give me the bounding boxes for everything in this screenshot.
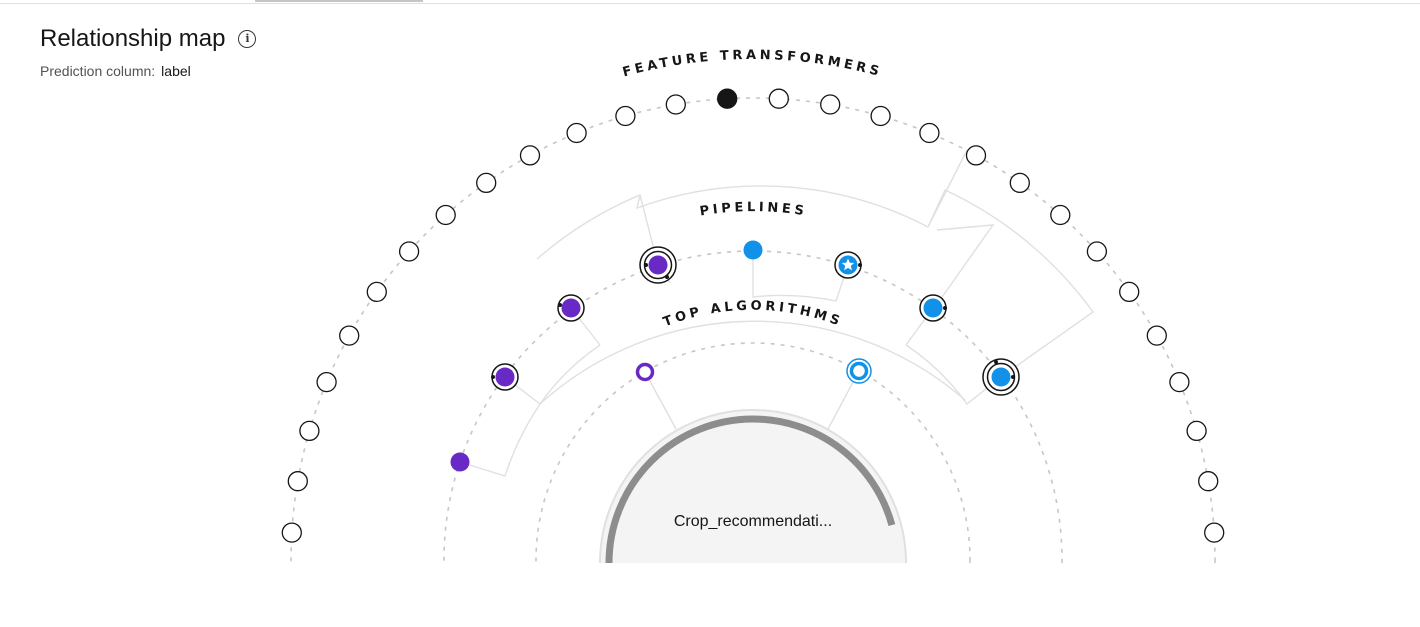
pipeline-nodes (450, 240, 1020, 472)
ring-top-algorithms (535, 342, 971, 563)
feature-transformer-node[interactable] (339, 325, 360, 346)
feature-transformer-node[interactable] (281, 522, 302, 543)
prediction-column: Prediction column: label (40, 63, 256, 79)
link-line (927, 189, 1094, 378)
pipeline-node-selected[interactable] (982, 358, 1020, 396)
handle-dot-icon (644, 263, 648, 267)
feature-transformer-node[interactable] (398, 241, 420, 262)
feature-transformer-node[interactable] (768, 88, 789, 109)
feature-transformer-node[interactable] (287, 471, 308, 492)
info-icon[interactable]: i (238, 30, 257, 48)
pipeline-node[interactable] (743, 240, 763, 260)
feature-transformer-node[interactable] (1086, 241, 1108, 262)
link-line (539, 320, 966, 405)
feature-transformer-node[interactable] (1204, 522, 1225, 543)
feature-transformer-node[interactable] (919, 122, 940, 144)
feature-transformer-node[interactable] (316, 371, 337, 393)
link-line (459, 403, 541, 477)
ring-label-pipelines: PIPELINES (699, 200, 808, 219)
pipeline-node[interactable] (557, 294, 585, 322)
algorithm-node[interactable] (635, 362, 655, 382)
feature-transformer-node[interactable] (965, 145, 987, 166)
link-line (644, 371, 677, 430)
feature-transformer-node[interactable] (1186, 420, 1207, 442)
dataset-node[interactable]: Crop_recommendati... (599, 409, 907, 627)
link-line (536, 194, 659, 266)
top-tab-indicator (255, 0, 423, 2)
link-line (752, 250, 849, 302)
feature-transformer-node[interactable] (1198, 471, 1219, 492)
prediction-column-value: label (161, 63, 191, 79)
feature-transformer-node[interactable] (615, 105, 636, 127)
pipeline-node[interactable] (450, 452, 470, 472)
handle-dot-icon (558, 303, 562, 307)
link-line (905, 344, 1002, 406)
star-icon (841, 258, 855, 271)
dataset-segment-ring (605, 415, 901, 563)
feature-transformer-node[interactable] (1146, 325, 1167, 346)
dataset-name: Crop_recommendati... (674, 513, 832, 530)
feature-transformer-node[interactable] (1009, 172, 1030, 194)
feature-transformer-nodes (281, 88, 1225, 543)
prediction-column-label: Prediction column: (40, 63, 156, 79)
handle-dot-icon (1011, 375, 1015, 379)
feature-transformer-node[interactable] (1119, 281, 1140, 303)
feature-transformer-node[interactable] (870, 105, 891, 127)
handle-dot-icon (858, 263, 862, 267)
feature-transformer-node-selected[interactable] (717, 88, 738, 109)
links (459, 149, 1094, 477)
feature-transformer-node[interactable] (566, 122, 587, 144)
algorithm-node-selected[interactable] (846, 358, 872, 384)
feature-transformer-node[interactable] (435, 204, 456, 226)
ring-label-feature-transformers: FEATURE TRANSFORMERS (621, 48, 884, 80)
handle-dot-icon (943, 306, 947, 310)
handle-dot-icon (665, 275, 669, 279)
top-divider (0, 0, 1420, 4)
pipeline-node-selected[interactable] (639, 246, 677, 284)
pipeline-node-starred[interactable] (834, 251, 862, 279)
link-line (636, 185, 929, 228)
link-line (504, 344, 601, 406)
feature-transformer-node[interactable] (476, 172, 497, 194)
ring-label-top-algorithms: TOP ALGORITHMS (661, 299, 845, 330)
feature-transformer-node[interactable] (299, 420, 320, 442)
link-line (936, 224, 995, 301)
feature-transformer-node[interactable] (665, 94, 686, 115)
feature-transformer-node[interactable] (366, 281, 387, 303)
pipeline-node[interactable] (491, 363, 519, 391)
top-algorithm-nodes (635, 358, 872, 384)
handle-dot-icon (994, 360, 998, 364)
feature-transformer-node[interactable] (820, 94, 841, 115)
feature-transformer-node[interactable] (1169, 371, 1190, 393)
ring-pipelines (443, 250, 1063, 563)
ring-feature-transformers (290, 97, 1216, 563)
feature-transformer-node[interactable] (519, 145, 541, 166)
header: Relationship map i Prediction column: lab… (40, 25, 257, 79)
page-title: Relationship map (40, 25, 226, 52)
pipeline-node[interactable] (919, 294, 947, 322)
handle-dot-icon (491, 375, 495, 379)
feature-transformer-node[interactable] (1050, 204, 1071, 226)
